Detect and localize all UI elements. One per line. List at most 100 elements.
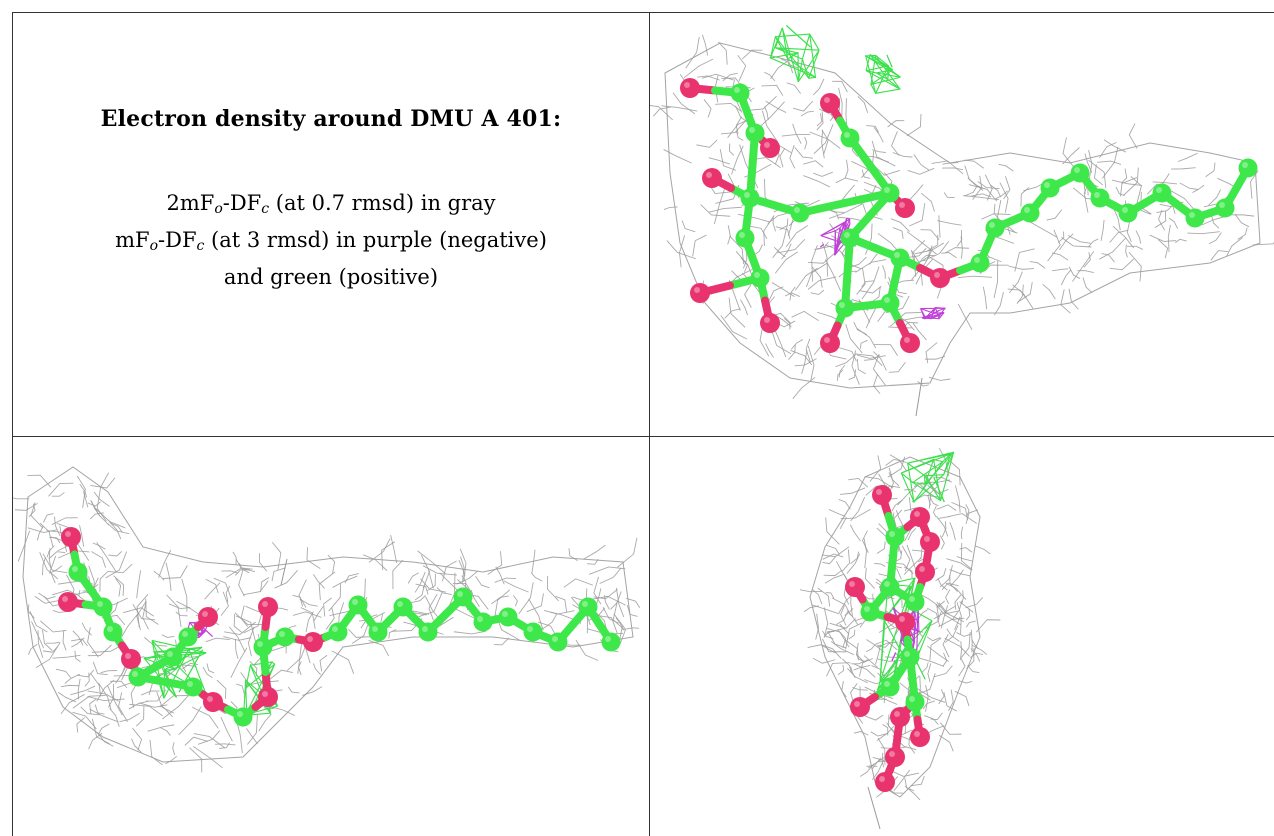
- caption-line2-suffix: (at 3 rmsd) in purple (negative): [204, 228, 547, 252]
- atom-highlight: [914, 731, 920, 737]
- map-2fofc-gray-strand: [767, 286, 784, 304]
- map-2fofc-gray-strand: [821, 546, 850, 558]
- map-2fofc-gray-strand: [159, 695, 188, 708]
- map-2fofc-gray-strand: [936, 504, 957, 511]
- map-2fofc-gray-strand: [885, 458, 907, 466]
- map-2fofc-gray-strand: [1058, 233, 1074, 251]
- map-2fofc-gray-strand: [593, 576, 602, 605]
- map-2fofc-gray-strand: [37, 630, 44, 658]
- map-2fofc-gray-strand: [415, 583, 429, 595]
- atom-highlight: [876, 489, 882, 495]
- map-2fofc-gray-strand: [312, 663, 321, 675]
- map-2fofc-gray-strand: [825, 517, 840, 545]
- map-2fofc-gray-strand: [965, 620, 976, 628]
- map-2fofc-gray-strand: [1175, 238, 1187, 243]
- map-2fofc-gray-strand: [182, 662, 199, 670]
- map-2fofc-gray-strand: [40, 620, 67, 633]
- map-2fofc-gray-strand: [1042, 283, 1056, 300]
- map-2fofc-gray-strand: [131, 738, 142, 753]
- carbon-atom: [735, 228, 755, 248]
- map-2fofc-gray-strand: [247, 626, 255, 657]
- map-2fofc-gray-strand: [938, 516, 950, 519]
- map-2fofc-gray-strand: [79, 525, 85, 547]
- map-2fofc-gray-strand: [949, 575, 958, 592]
- map-2fofc-gray-strand: [1152, 181, 1178, 185]
- map-2fofc-gray-strand: [924, 355, 946, 360]
- map-2fofc-gray-strand: [928, 376, 951, 381]
- map-2fofc-gray-strand: [871, 665, 887, 680]
- map-2fofc-gray-strand: [970, 652, 984, 659]
- map-2fofc-gray-strand: [1126, 219, 1132, 243]
- map-2fofc-gray-strand: [422, 565, 457, 576]
- carbon-atom: [985, 218, 1005, 238]
- map-2fofc-gray-strand: [139, 702, 168, 708]
- atom-highlight: [909, 596, 915, 602]
- map-2fofc-gray-strand: [232, 551, 237, 566]
- map-positive-green-edge: [801, 58, 816, 79]
- map-2fofc-gray-strand: [920, 192, 935, 212]
- carbon-atom: [1215, 198, 1235, 218]
- atom-highlight: [844, 232, 850, 238]
- carbon-atom: [103, 622, 123, 642]
- map-2fofc-gray-strand: [960, 631, 971, 658]
- map-2fofc-gray-strand: [135, 705, 145, 727]
- atom-highlight: [72, 566, 78, 572]
- map-2fofc-gray-strand: [840, 605, 847, 626]
- map-2fofc-gray-strand: [970, 629, 973, 653]
- map-2fofc-gray-strand: [528, 598, 544, 631]
- map-2fofc-gray-strand: [840, 508, 871, 520]
- map-2fofc-gray-strand: [612, 600, 626, 631]
- map-2fofc-gray-strand: [90, 500, 110, 526]
- map-2fofc-gray-strand: [161, 634, 175, 638]
- map-positive-green-edge: [781, 27, 803, 82]
- carbon-atom: [790, 203, 810, 223]
- map-2fofc-gray-strand: [917, 657, 945, 667]
- map-2fofc-gray-strand: [961, 590, 964, 604]
- map-2fofc-gray-strand: [475, 576, 490, 589]
- atom-highlight: [257, 641, 263, 647]
- map-2fofc-gray-strand: [162, 693, 191, 720]
- map-2fofc-gray-strand: [829, 618, 857, 629]
- map-2fofc-gray-strand: [936, 601, 959, 615]
- map-2fofc-gray-strand: [327, 554, 336, 574]
- map-2fofc-gray-strand: [626, 604, 638, 617]
- map-2fofc-gray-strand: [861, 169, 871, 179]
- oxygen-atom: [885, 747, 905, 767]
- map-2fofc-gray-strand: [774, 251, 798, 274]
- map-2fofc-gray-strand: [388, 629, 397, 639]
- map-2fofc-gray-strand: [944, 637, 970, 657]
- carbon-atom: [1185, 208, 1205, 228]
- map-2fofc-gray-strand: [1060, 269, 1072, 286]
- map-2fofc-gray-strand: [626, 627, 640, 630]
- map-positive-green: [900, 451, 955, 504]
- map-2fofc-gray-strand: [70, 685, 96, 696]
- map-2fofc-gray-strand: [80, 706, 100, 716]
- map-2fofc-gray-strand: [838, 87, 843, 116]
- map-negative-purple-edge: [835, 218, 848, 252]
- atom-highlight: [1044, 182, 1050, 188]
- map-2fofc-gray-strand: [826, 662, 851, 677]
- map-2fofc-gray-strand: [764, 106, 769, 121]
- map-2fofc-gray-strand: [823, 630, 835, 638]
- carbon-atom: [453, 587, 473, 607]
- map-2fofc-gray-strand: [850, 659, 869, 665]
- map-2fofc-gray-strand: [808, 250, 838, 264]
- map-2fofc-gray-strand: [459, 548, 467, 582]
- map-positive-green: [768, 25, 820, 83]
- map-2fofc-gray-strand: [487, 551, 503, 575]
- map-2fofc-gray-strand: [1047, 229, 1061, 262]
- density-view-top-right: [650, 13, 1274, 436]
- map-2fofc-gray-strand: [456, 570, 479, 585]
- map-2fofc-gray-strand: [966, 648, 975, 669]
- map-2fofc-gray-strand: [735, 105, 749, 124]
- map-2fofc-gray-strand: [93, 491, 110, 507]
- map-2fofc-gray-strand: [96, 731, 114, 747]
- map-2fofc-gray-strand: [874, 344, 899, 356]
- map-2fofc-gray-strand: [87, 501, 101, 507]
- atom-highlight: [744, 192, 750, 198]
- atom-highlight: [279, 631, 285, 637]
- map-2fofc-gray-strand: [813, 171, 833, 177]
- map-2fofc-gray-strand: [773, 246, 786, 258]
- map-2fofc-gray-strand: [905, 247, 927, 259]
- map-2fofc-gray-strand: [206, 663, 215, 674]
